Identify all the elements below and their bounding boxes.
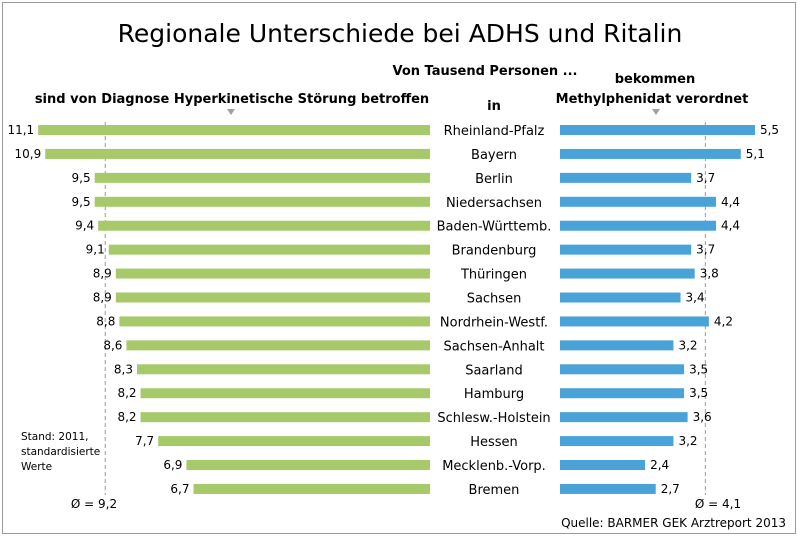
category-label: Sachsen <box>467 292 522 307</box>
category-label: Berlin <box>475 172 513 187</box>
value-label-methylphenidat: 2,7 <box>661 482 680 496</box>
bar-methylphenidat-hessen <box>560 436 674 447</box>
left-average-label: Ø = 9,2 <box>71 497 117 511</box>
value-label-methylphenidat: 3,5 <box>689 362 708 376</box>
bar-methylphenidat-hamburg <box>560 388 685 399</box>
bar-hyperkinetic-sachsen-anhalt <box>126 340 431 351</box>
chart-subtitle: Von Tausend Personen ... <box>392 64 577 79</box>
bar-hyperkinetic-hamburg <box>140 388 431 399</box>
right-series-heading-line2: Methylphenidat verordnet <box>556 92 749 107</box>
note-line-1: Stand: 2011, <box>21 431 88 443</box>
bar-methylphenidat-bayern <box>560 148 741 159</box>
value-label-hyperkinetic: 8,2 <box>117 410 136 424</box>
value-label-hyperkinetic: 7,7 <box>135 434 154 448</box>
note-line-3: Werte <box>21 461 52 473</box>
bar-hyperkinetic-bremen <box>193 483 430 494</box>
bar-methylphenidat-niedersachsen <box>560 196 716 207</box>
category-label: Schlesw.-Holstein <box>437 411 550 426</box>
value-label-hyperkinetic: 9,5 <box>72 195 91 209</box>
bar-hyperkinetic-mecklenb-vorp <box>186 460 430 471</box>
value-label-methylphenidat: 4,4 <box>721 219 740 233</box>
value-label-methylphenidat: 3,7 <box>696 243 715 257</box>
category-label: Niedersachsen <box>446 196 542 211</box>
category-label: Nordrhein-Westf. <box>440 315 548 330</box>
category-label: Brandenburg <box>452 244 537 259</box>
value-label-hyperkinetic: 9,1 <box>86 243 105 257</box>
bar-methylphenidat-saarland <box>560 364 685 375</box>
category-label: Mecklenb.-Vorp. <box>442 459 546 474</box>
left-series-heading: sind von Diagnose Hyperkinetische Störun… <box>35 92 429 107</box>
bar-methylphenidat-mecklenb-vorp <box>560 460 646 471</box>
bar-hyperkinetic-rheinland-pfalz <box>38 125 431 135</box>
note-line-2: standardisierte <box>21 446 100 458</box>
bar-methylphenidat-baden-w-rttemb <box>560 220 716 231</box>
bar-methylphenidat-brandenburg <box>560 244 692 255</box>
bar-hyperkinetic-th-ringen <box>115 268 430 279</box>
bar-hyperkinetic-sachsen <box>115 292 430 303</box>
bar-methylphenidat-bremen <box>560 483 656 494</box>
category-label: Bremen <box>469 483 520 498</box>
value-label-methylphenidat: 3,6 <box>693 410 712 424</box>
source-label: Quelle: BARMER GEK Arztreport 2013 <box>561 516 786 530</box>
right-average-label: Ø = 4,1 <box>695 497 741 511</box>
value-label-hyperkinetic: 8,9 <box>93 291 112 305</box>
value-label-hyperkinetic: 8,2 <box>117 386 136 400</box>
value-label-methylphenidat: 4,4 <box>721 195 740 209</box>
value-label-hyperkinetic: 11,1 <box>7 123 34 137</box>
category-label: Saarland <box>465 363 523 378</box>
bar-hyperkinetic-schlesw-holstein <box>140 412 431 423</box>
category-label: Hamburg <box>464 387 524 402</box>
in-label: in <box>487 99 501 114</box>
value-label-hyperkinetic: 6,7 <box>170 482 189 496</box>
category-label: Bayern <box>471 148 517 163</box>
value-label-hyperkinetic: 8,6 <box>103 338 122 352</box>
bar-methylphenidat-nordrhein-westf <box>560 316 709 327</box>
value-label-methylphenidat: 5,1 <box>746 147 765 161</box>
bar-hyperkinetic-hessen <box>158 436 430 447</box>
bar-methylphenidat-berlin <box>560 172 692 183</box>
value-label-methylphenidat: 3,4 <box>686 291 705 305</box>
category-label: Thüringen <box>460 268 527 283</box>
bar-hyperkinetic-saarland <box>137 364 430 375</box>
bar-methylphenidat-sachsen-anhalt <box>560 340 674 351</box>
value-label-hyperkinetic: 9,5 <box>72 171 91 185</box>
bar-methylphenidat-sachsen <box>560 292 681 303</box>
category-label: Rheinland-Pfalz <box>444 124 545 139</box>
category-label: Baden-Württemb. <box>437 220 552 235</box>
value-label-hyperkinetic: 9,4 <box>75 219 94 233</box>
right-series-heading-line1: bekommen <box>615 72 696 87</box>
left-heading-marker-icon <box>227 109 235 115</box>
bar-hyperkinetic-nordrhein-westf <box>119 316 431 327</box>
value-label-hyperkinetic: 8,9 <box>93 267 112 281</box>
bar-hyperkinetic-bayern <box>45 148 430 159</box>
value-label-methylphenidat: 4,2 <box>714 314 733 328</box>
right-heading-marker-icon <box>652 109 660 115</box>
value-label-methylphenidat: 5,5 <box>760 123 779 137</box>
value-label-methylphenidat: 3,2 <box>678 434 697 448</box>
bar-methylphenidat-schlesw-holstein <box>560 412 688 423</box>
value-label-hyperkinetic: 10,9 <box>15 147 42 161</box>
bar-methylphenidat-rheinland-pfalz <box>560 125 755 135</box>
bar-hyperkinetic-baden-w-rttemb <box>98 220 431 231</box>
bar-methylphenidat-th-ringen <box>560 268 695 279</box>
category-label: Sachsen-Anhalt <box>443 339 544 354</box>
bar-hyperkinetic-brandenburg <box>108 244 431 255</box>
value-label-methylphenidat: 3,8 <box>700 267 719 281</box>
chart-title: Regionale Unterschiede bei ADHS und Rita… <box>118 19 683 48</box>
bar-hyperkinetic-niedersachsen <box>94 196 431 207</box>
category-label: Hessen <box>470 435 518 450</box>
value-label-methylphenidat: 3,5 <box>689 386 708 400</box>
value-label-hyperkinetic: 8,3 <box>114 362 133 376</box>
value-label-methylphenidat: 3,7 <box>696 171 715 185</box>
value-label-hyperkinetic: 6,9 <box>163 458 182 472</box>
value-label-methylphenidat: 2,4 <box>650 458 669 472</box>
value-label-methylphenidat: 3,2 <box>678 338 697 352</box>
value-label-hyperkinetic: 8,8 <box>96 314 115 328</box>
bar-hyperkinetic-berlin <box>94 172 431 183</box>
